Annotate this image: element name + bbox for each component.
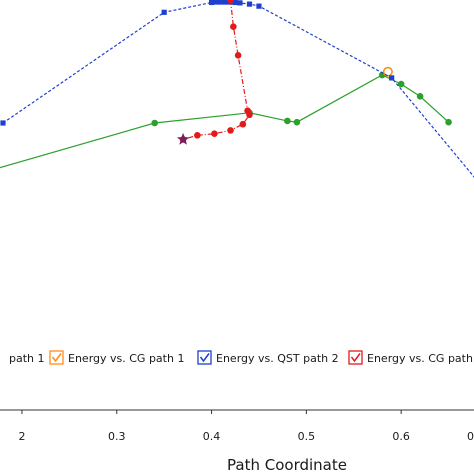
series-line-cg2 <box>182 0 251 140</box>
check-icon <box>199 353 210 363</box>
data-point-cg2-0 <box>227 0 234 4</box>
check-icon <box>51 353 62 363</box>
data-point-cg2-5 <box>239 120 247 128</box>
data-point-qst2-5 <box>223 0 229 5</box>
data-point-qst2-4 <box>218 0 224 5</box>
series-ts-marker <box>176 132 190 145</box>
legend-label: Energy vs. CG path 1 <box>68 352 184 365</box>
data-point-qst2-7 <box>232 0 238 6</box>
data-point-ts-marker-0 <box>176 132 190 145</box>
data-point-cg2-1 <box>230 23 237 30</box>
data-point-qst1-3 <box>284 117 291 125</box>
x-axis-title: Path Coordinate <box>227 456 347 474</box>
legend-label: Energy vs. CG path <box>367 352 473 365</box>
series-line-qst1 <box>0 74 450 169</box>
data-point-qst1-7 <box>416 93 424 100</box>
x-axis-ticks: 2 0.3 0.4 0.5 0.6 0 <box>18 410 474 443</box>
data-point-qst2-1 <box>161 9 167 15</box>
series-line-qst2 <box>2 1 474 178</box>
data-point-qst2-2 <box>208 0 215 6</box>
series-qst1 <box>0 71 452 169</box>
legend-label: path 1 <box>9 352 45 365</box>
data-point-cg2-2 <box>234 52 242 59</box>
data-point-qst2-0 <box>0 120 6 126</box>
legend-label: Energy vs. QST path 2 <box>216 352 339 365</box>
legend: path 1 Energy vs. CG path 1 Energy vs. QST… <box>9 350 473 365</box>
series-cg2 <box>179 0 253 143</box>
series-cg1 <box>382 66 393 77</box>
data-point-cg1-0 <box>382 66 393 77</box>
data-point-qst2-8 <box>237 0 243 6</box>
data-point-cg2-8 <box>194 132 201 139</box>
legend-item-0: path 1 <box>9 352 45 365</box>
legend-item-2: Energy vs. QST path 2 <box>197 350 339 365</box>
data-point-qst2-3 <box>213 0 219 5</box>
data-point-qst1-6 <box>397 80 405 88</box>
data-point-qst1-1 <box>151 119 158 127</box>
data-point-qst1-4 <box>293 118 301 126</box>
x-tick-label: 0.6 <box>392 430 410 443</box>
x-tick-label: 0.3 <box>108 430 126 443</box>
data-point-qst2-11 <box>389 75 395 81</box>
x-tick-label: 0.4 <box>203 430 221 443</box>
series-layer <box>0 0 474 178</box>
data-point-qst2-9 <box>246 1 253 7</box>
data-point-qst2-10 <box>256 3 262 9</box>
data-point-qst1-8 <box>445 118 452 126</box>
data-point-cg2-6 <box>227 127 234 134</box>
x-tick-label: 2 <box>18 430 25 443</box>
legend-item-1: Energy vs. CG path 1 <box>49 350 184 365</box>
check-icon <box>350 353 361 363</box>
x-tick-label: 0 <box>467 430 474 443</box>
legend-item-3: Energy vs. CG path <box>348 350 473 365</box>
x-tick-label: 0.5 <box>298 430 316 443</box>
series-qst2 <box>0 0 474 178</box>
data-point-cg2-4 <box>246 111 253 119</box>
data-point-cg2-7 <box>211 130 218 137</box>
